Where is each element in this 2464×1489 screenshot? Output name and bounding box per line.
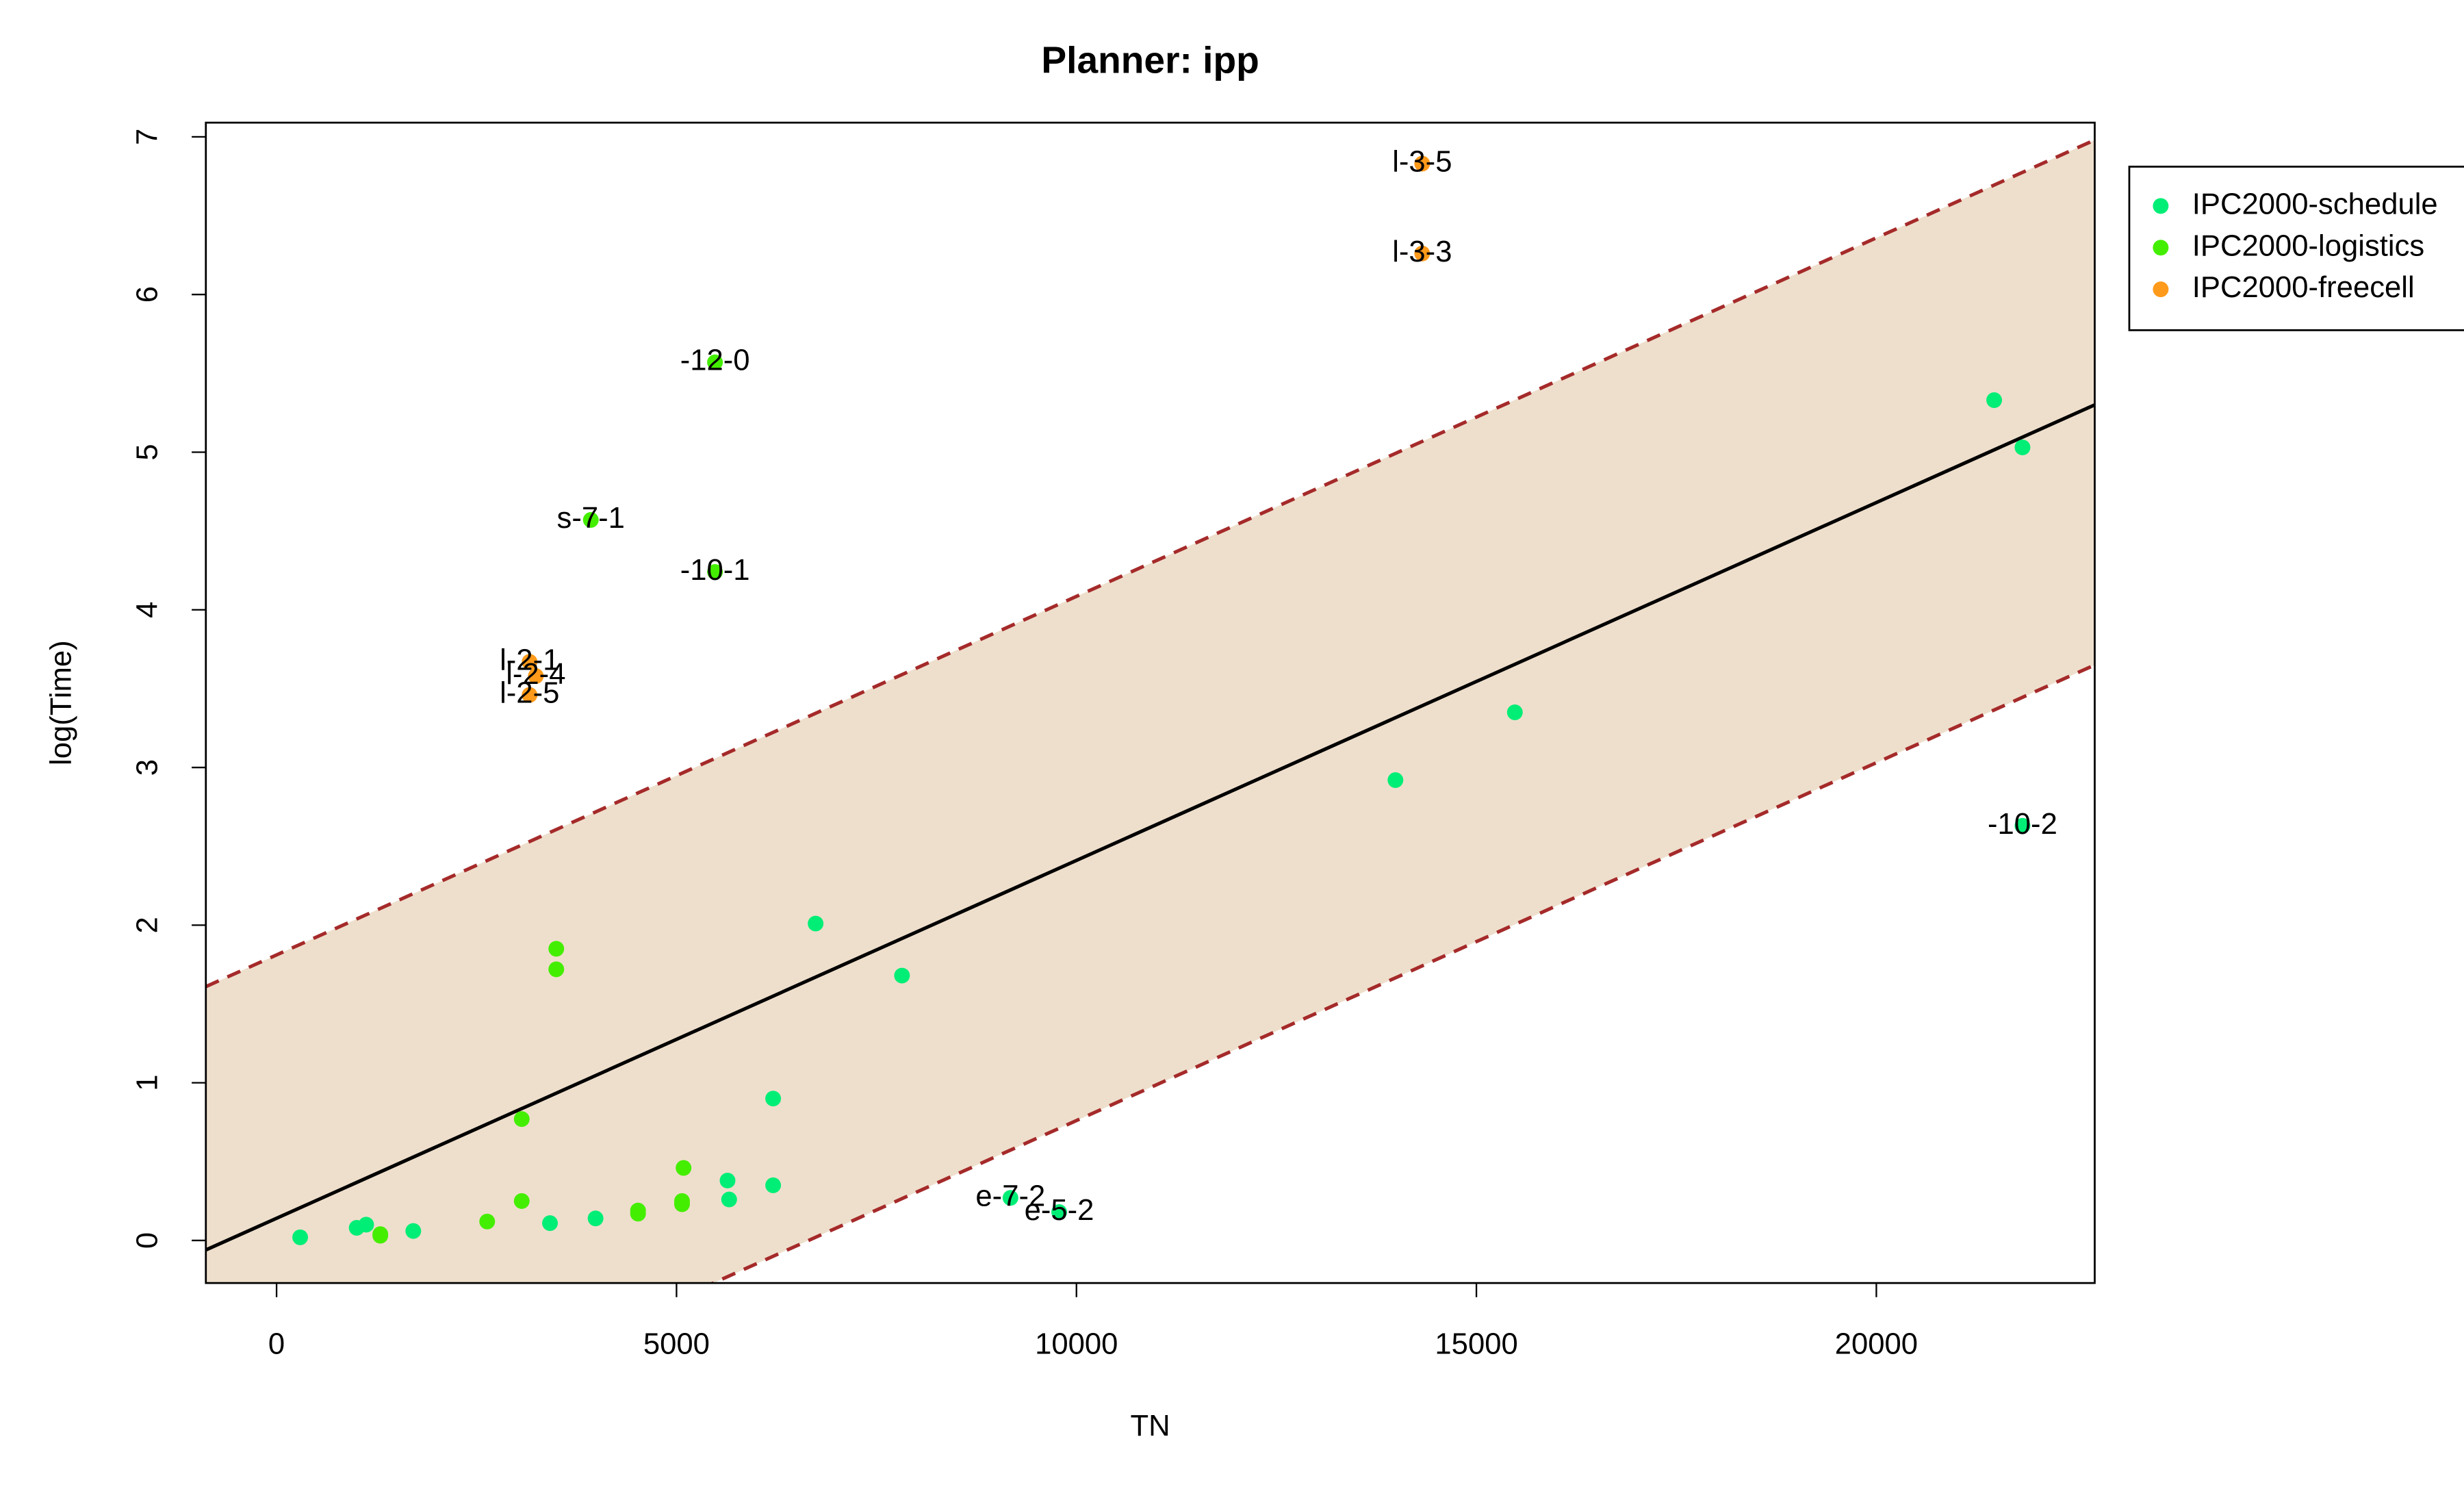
y-tick-label: 2 [131,917,164,933]
point [1051,1204,1067,1220]
axes: 0 5000 10000 15000 20000 0 1 2 3 4 5 6 7 [131,129,1918,1361]
legend-marker [2153,281,2169,298]
point-label: e-5-2 [1025,1194,1094,1227]
point-label: l-2-4 [506,658,565,691]
y-tick-label: 7 [131,129,164,145]
point [548,961,565,978]
x-tick-label: 10000 [1035,1328,1118,1361]
point [479,1213,496,1230]
x-tick-label: 20000 [1835,1328,1918,1361]
y-tick-label: 1 [131,1075,164,1091]
legend-label: IPC2000-schedule [2192,188,2438,220]
point-label: e-7-2 [975,1180,1045,1212]
point [582,512,599,528]
point [1387,772,1404,788]
x-axis-label: TN [1131,1410,1170,1442]
plot-area: e-7-2e-5-2 -10-2 s-7-1 -12-0 -10-1 l-3-5 l-3-3… [205,138,2095,1284]
legend-box [2128,166,2464,331]
point-label: l-3-3 [1392,236,1452,268]
point [548,941,565,957]
point-label: -10-1 [680,554,750,587]
point [707,354,723,370]
point-label: s-7-1 [557,502,625,535]
point [894,967,910,984]
point [765,1091,782,1107]
y-axis-label: log(Time) [44,640,77,765]
point [630,1206,646,1222]
point [513,1193,530,1209]
point-label: l-2-1 [500,644,559,676]
legend-label: IPC2000-freecell [2192,271,2415,304]
x-tick-label: 5000 [643,1328,710,1361]
point [1414,155,1430,172]
point [372,1227,389,1244]
point [1986,392,2003,408]
point [808,915,824,932]
x-tick-label: 0 [268,1328,285,1361]
point-label: l-2-5 [500,677,559,710]
plot-frame [205,121,2096,1284]
point [1414,245,1430,262]
point [1506,704,1523,720]
y-tick-label: 6 [131,286,164,303]
legend-label: IPC2000-logistics [2192,229,2424,262]
y-tick-label: 4 [131,602,164,618]
x-tick-label: 15000 [1435,1328,1517,1361]
point [707,564,723,580]
point [676,1160,692,1176]
point [522,687,538,703]
point [542,1215,559,1232]
point [358,1217,374,1233]
y-tick-label: 3 [131,759,164,776]
point [719,1172,736,1188]
legend-marker [2153,198,2169,214]
y-tick-label: 0 [131,1232,164,1249]
line-lower [708,663,2095,1284]
point-label: -10-2 [1988,808,2057,841]
point [522,654,538,670]
legend: IPC2000-schedule IPC2000-logistics IPC2000… [2128,166,2464,331]
point-label: -12-0 [680,344,750,377]
chart-title: Planner: ipp [1041,38,1259,81]
point [673,1196,690,1212]
point [2014,817,2031,834]
point [1002,1190,1018,1206]
point-label: l-3-5 [1392,146,1452,179]
line-fit [205,403,2095,1252]
point [292,1229,309,1245]
point [587,1210,604,1227]
point [721,1191,737,1208]
line-upper [205,138,2095,989]
point [528,668,544,684]
point [513,1111,530,1128]
prediction-band [205,140,2095,1284]
point [765,1177,782,1193]
point [2014,440,2031,456]
legend-marker [2153,240,2169,256]
point [405,1223,422,1239]
y-tick-label: 5 [131,444,164,460]
